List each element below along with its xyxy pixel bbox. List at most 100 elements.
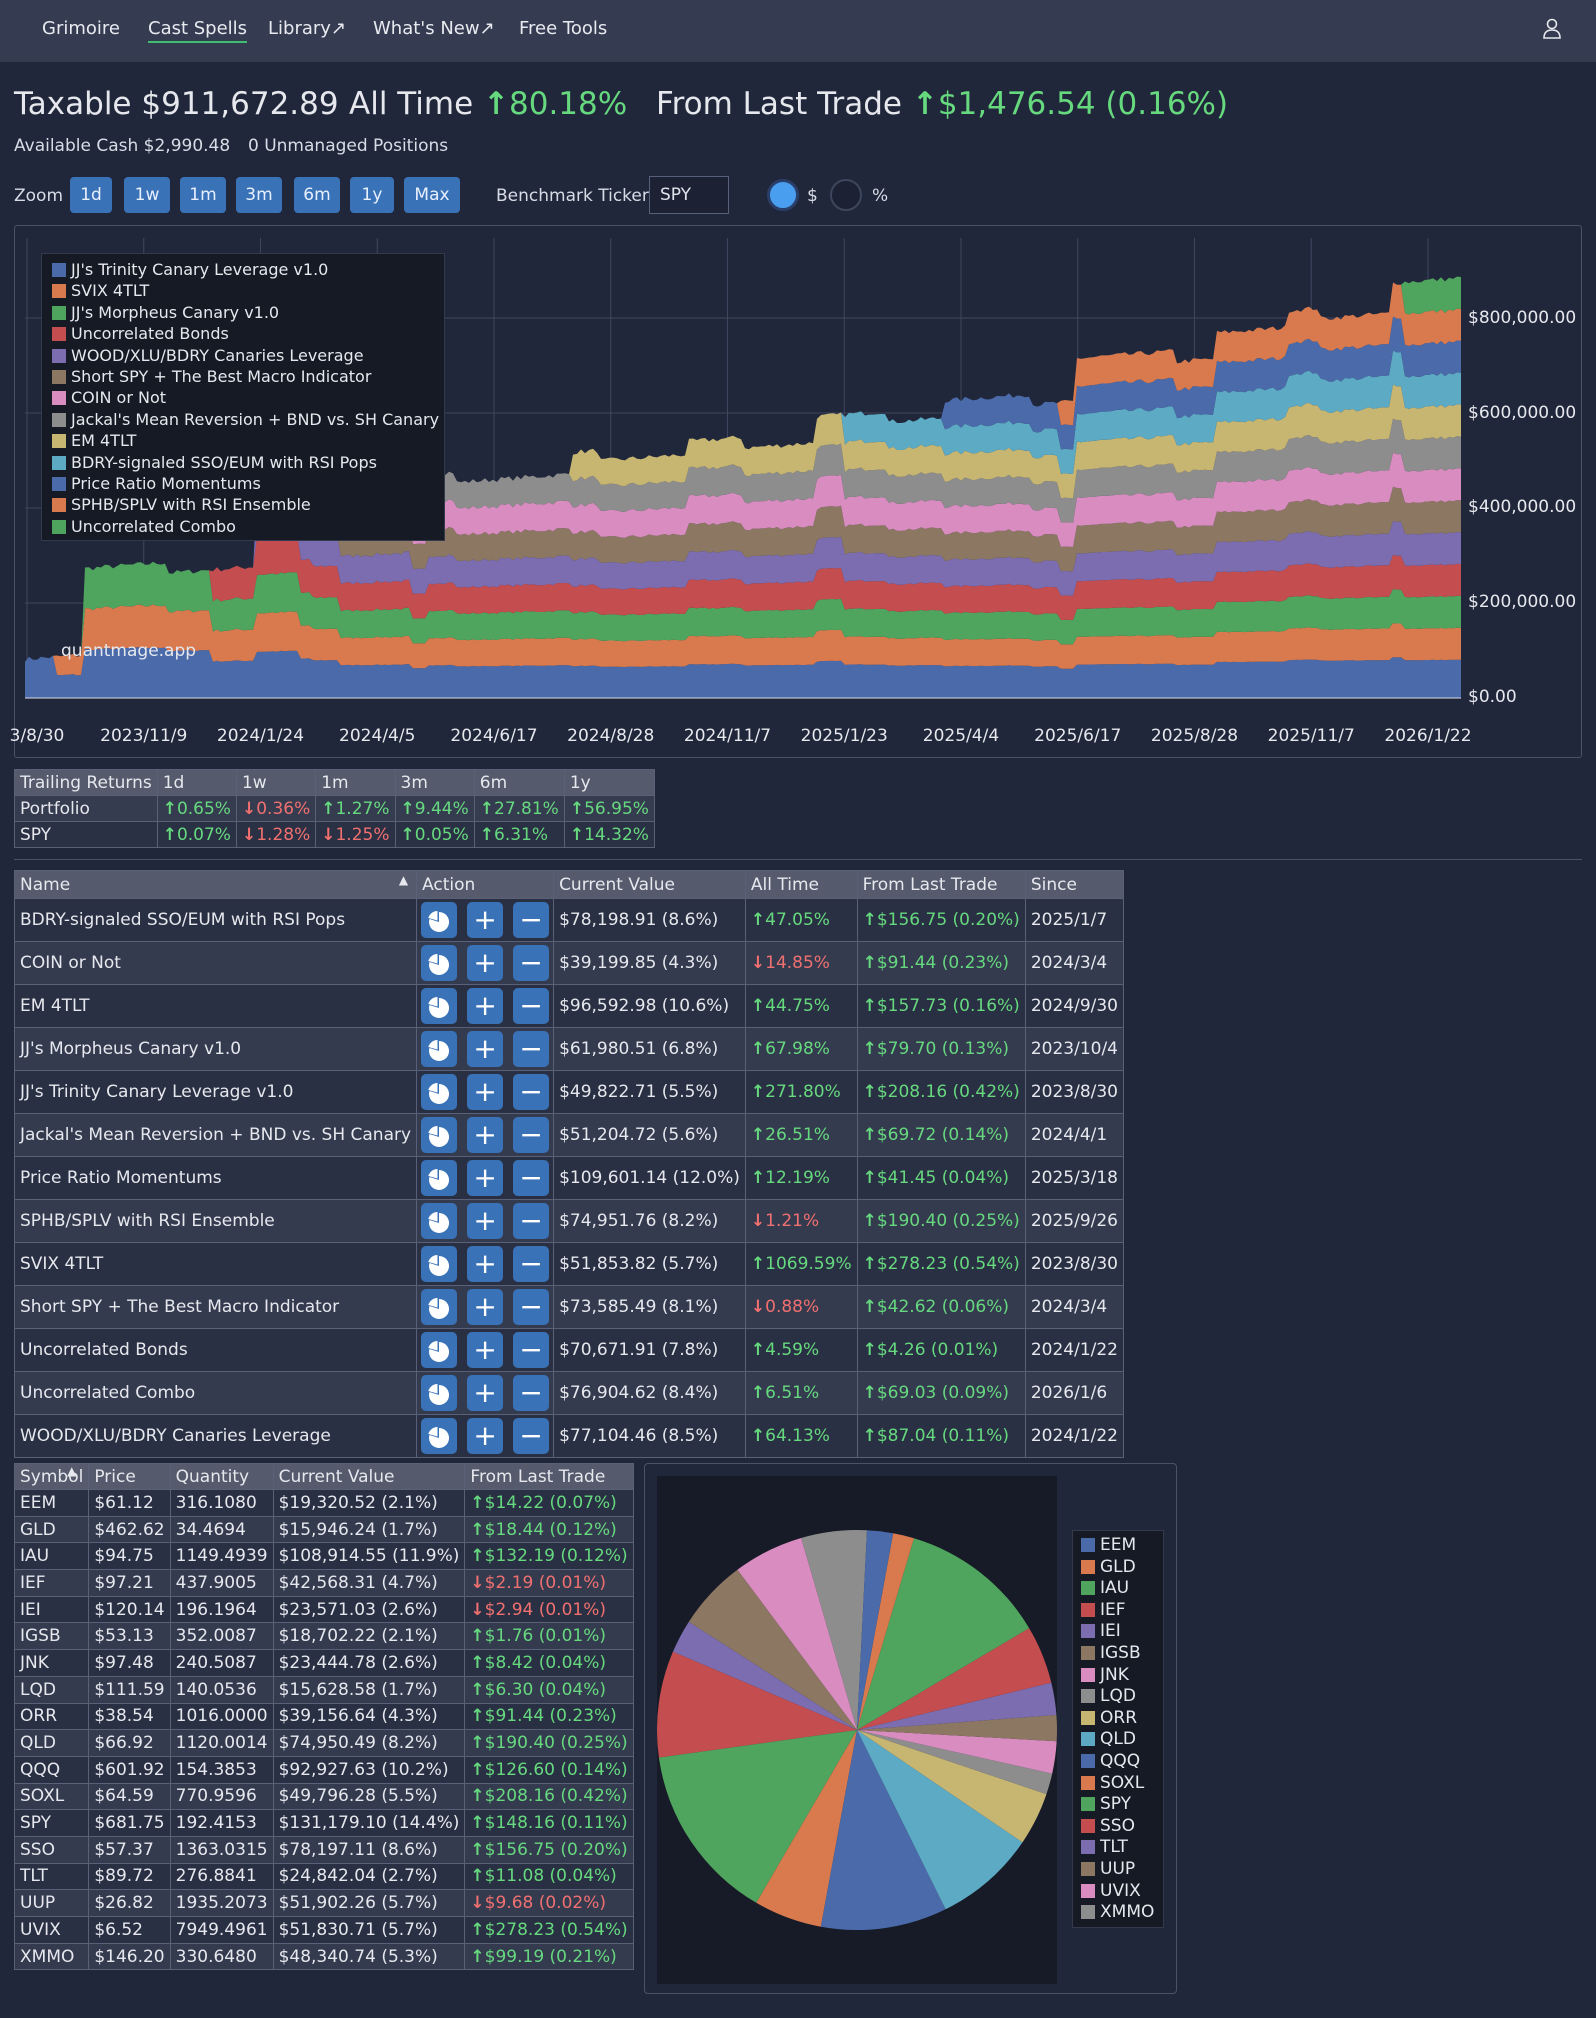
legend-item[interactable]: SPHB/SPLV with RSI Ensemble bbox=[52, 494, 311, 515]
pie-legend-item[interactable]: SOXL bbox=[1081, 1773, 1144, 1795]
legend-item[interactable]: EM 4TLT bbox=[52, 430, 136, 451]
add-icon[interactable]: + bbox=[467, 902, 504, 938]
nav-cast-spells[interactable]: Cast Spells bbox=[148, 18, 248, 43]
rebalance-pie-icon[interactable] bbox=[421, 1375, 458, 1411]
nav-whats-new[interactable]: What's New↗ bbox=[373, 18, 495, 39]
remove-icon[interactable]: − bbox=[513, 988, 550, 1024]
legend-item[interactable]: COIN or Not bbox=[52, 387, 166, 408]
strategy-name[interactable]: Short SPY + The Best Macro Indicator bbox=[13, 1285, 418, 1329]
pie-legend-item[interactable]: ORR bbox=[1081, 1708, 1137, 1730]
user-icon[interactable] bbox=[1542, 18, 1562, 44]
rebalance-pie-icon[interactable] bbox=[421, 1117, 458, 1153]
add-icon[interactable]: + bbox=[467, 1375, 504, 1411]
pie-legend-item[interactable]: UUP bbox=[1081, 1859, 1135, 1881]
pie-legend-item[interactable]: IGSB bbox=[1081, 1643, 1141, 1665]
add-icon[interactable]: + bbox=[467, 1246, 504, 1282]
zoom-max-button[interactable]: Max bbox=[404, 177, 460, 213]
rebalance-pie-icon[interactable] bbox=[421, 945, 458, 981]
strategy-name[interactable]: JJ's Trinity Canary Leverage v1.0 bbox=[13, 1070, 418, 1114]
symbols-header[interactable]: Current Value bbox=[272, 1463, 466, 1490]
pie-legend-item[interactable]: EEM bbox=[1081, 1535, 1136, 1557]
symbols-header[interactable]: Symbol ▲ bbox=[13, 1463, 90, 1490]
rebalance-pie-icon[interactable] bbox=[421, 1031, 458, 1067]
pie-legend-item[interactable]: IEI bbox=[1081, 1621, 1121, 1643]
zoom-1d-button[interactable]: 1d bbox=[70, 177, 112, 213]
remove-icon[interactable]: − bbox=[513, 1203, 550, 1239]
pie-legend-item[interactable]: JNK bbox=[1081, 1665, 1129, 1687]
add-icon[interactable]: + bbox=[467, 1289, 504, 1325]
strategy-name[interactable]: WOOD/XLU/BDRY Canaries Leverage bbox=[13, 1414, 418, 1458]
remove-icon[interactable]: − bbox=[513, 1418, 550, 1454]
portfolio-chart[interactable]: JJ's Trinity Canary Leverage v1.0 SVIX 4T… bbox=[10, 225, 1582, 758]
strategy-name[interactable]: JJ's Morpheus Canary v1.0 bbox=[13, 1027, 418, 1071]
benchmark-ticker-input[interactable]: SPY bbox=[649, 176, 729, 214]
pie-legend-item[interactable]: LQD bbox=[1081, 1686, 1136, 1708]
legend-item[interactable]: JJ's Morpheus Canary v1.0 bbox=[52, 302, 279, 323]
remove-icon[interactable]: − bbox=[513, 1031, 550, 1067]
legend-item[interactable]: Jackal's Mean Reversion + BND vs. SH Can… bbox=[52, 409, 439, 430]
rebalance-pie-icon[interactable] bbox=[421, 1418, 458, 1454]
nav-library[interactable]: Library↗ bbox=[268, 18, 347, 39]
remove-icon[interactable]: − bbox=[513, 1332, 550, 1368]
legend-item[interactable]: Uncorrelated Bonds bbox=[52, 323, 229, 344]
remove-icon[interactable]: − bbox=[513, 1074, 550, 1110]
remove-icon[interactable]: − bbox=[513, 1246, 550, 1282]
remove-icon[interactable]: − bbox=[513, 945, 550, 981]
strategy-name[interactable]: Price Ratio Momentums bbox=[13, 1156, 418, 1200]
zoom-6m-button[interactable]: 6m bbox=[294, 177, 340, 213]
strategy-name[interactable]: SVIX 4TLT bbox=[13, 1242, 418, 1286]
pie-legend-item[interactable]: UVIX bbox=[1081, 1881, 1141, 1903]
strategy-name[interactable]: EM 4TLT bbox=[13, 984, 418, 1028]
strategy-name[interactable]: SPHB/SPLV with RSI Ensemble bbox=[13, 1199, 418, 1243]
add-icon[interactable]: + bbox=[467, 1160, 504, 1196]
remove-icon[interactable]: − bbox=[513, 1375, 550, 1411]
rebalance-pie-icon[interactable] bbox=[421, 1074, 458, 1110]
pie-legend-item[interactable]: SSO bbox=[1081, 1816, 1135, 1838]
pie-legend-item[interactable]: IEF bbox=[1081, 1600, 1126, 1622]
strategy-name[interactable]: Uncorrelated Bonds bbox=[13, 1328, 418, 1372]
strategy-name[interactable]: Uncorrelated Combo bbox=[13, 1371, 418, 1415]
rebalance-pie-icon[interactable] bbox=[421, 1160, 458, 1196]
radio-percent[interactable] bbox=[830, 179, 862, 211]
add-icon[interactable]: + bbox=[467, 1031, 504, 1067]
strategies-header[interactable]: Name ▲ bbox=[13, 870, 418, 899]
strategy-name[interactable]: BDRY-signaled SSO/EUM with RSI Pops bbox=[13, 898, 418, 942]
strategy-name[interactable]: Jackal's Mean Reversion + BND vs. SH Can… bbox=[13, 1113, 418, 1157]
remove-icon[interactable]: − bbox=[513, 902, 550, 938]
strategies-header[interactable]: Action bbox=[416, 870, 555, 899]
pie-legend-item[interactable]: XMMO bbox=[1081, 1902, 1154, 1924]
rebalance-pie-icon[interactable] bbox=[421, 1203, 458, 1239]
rebalance-pie-icon[interactable] bbox=[421, 902, 458, 938]
add-icon[interactable]: + bbox=[467, 1203, 504, 1239]
symbols-header[interactable]: Price bbox=[88, 1463, 171, 1490]
nav-grimoire[interactable]: Grimoire bbox=[42, 18, 120, 39]
rebalance-pie-icon[interactable] bbox=[421, 1332, 458, 1368]
symbols-header[interactable]: Quantity bbox=[169, 1463, 274, 1490]
remove-icon[interactable]: − bbox=[513, 1117, 550, 1153]
legend-item[interactable]: Short SPY + The Best Macro Indicator bbox=[52, 366, 371, 387]
zoom-1y-button[interactable]: 1y bbox=[350, 177, 394, 213]
symbols-header[interactable]: From Last Trade bbox=[464, 1463, 634, 1490]
legend-item[interactable]: Uncorrelated Combo bbox=[52, 516, 236, 537]
pie-legend-item[interactable]: IAU bbox=[1081, 1578, 1129, 1600]
remove-icon[interactable]: − bbox=[513, 1289, 550, 1325]
strategies-header[interactable]: All Time bbox=[744, 870, 858, 899]
pie-legend-item[interactable]: SPY bbox=[1081, 1794, 1131, 1816]
strategies-header[interactable]: Since bbox=[1024, 870, 1125, 899]
add-icon[interactable]: + bbox=[467, 945, 504, 981]
radio-dollar[interactable] bbox=[767, 179, 799, 211]
zoom-1w-button[interactable]: 1w bbox=[124, 177, 170, 213]
pie-legend-item[interactable]: QQQ bbox=[1081, 1751, 1140, 1773]
add-icon[interactable]: + bbox=[467, 1117, 504, 1153]
rebalance-pie-icon[interactable] bbox=[421, 1246, 458, 1282]
legend-item[interactable]: BDRY-signaled SSO/EUM with RSI Pops bbox=[52, 452, 377, 473]
legend-item[interactable]: Price Ratio Momentums bbox=[52, 473, 261, 494]
pie-legend-item[interactable]: GLD bbox=[1081, 1557, 1136, 1579]
strategy-name[interactable]: COIN or Not bbox=[13, 941, 418, 985]
pie-legend-item[interactable]: QLD bbox=[1081, 1729, 1136, 1751]
rebalance-pie-icon[interactable] bbox=[421, 988, 458, 1024]
add-icon[interactable]: + bbox=[467, 1418, 504, 1454]
remove-icon[interactable]: − bbox=[513, 1160, 550, 1196]
rebalance-pie-icon[interactable] bbox=[421, 1289, 458, 1325]
strategies-header[interactable]: Current Value bbox=[553, 870, 746, 899]
